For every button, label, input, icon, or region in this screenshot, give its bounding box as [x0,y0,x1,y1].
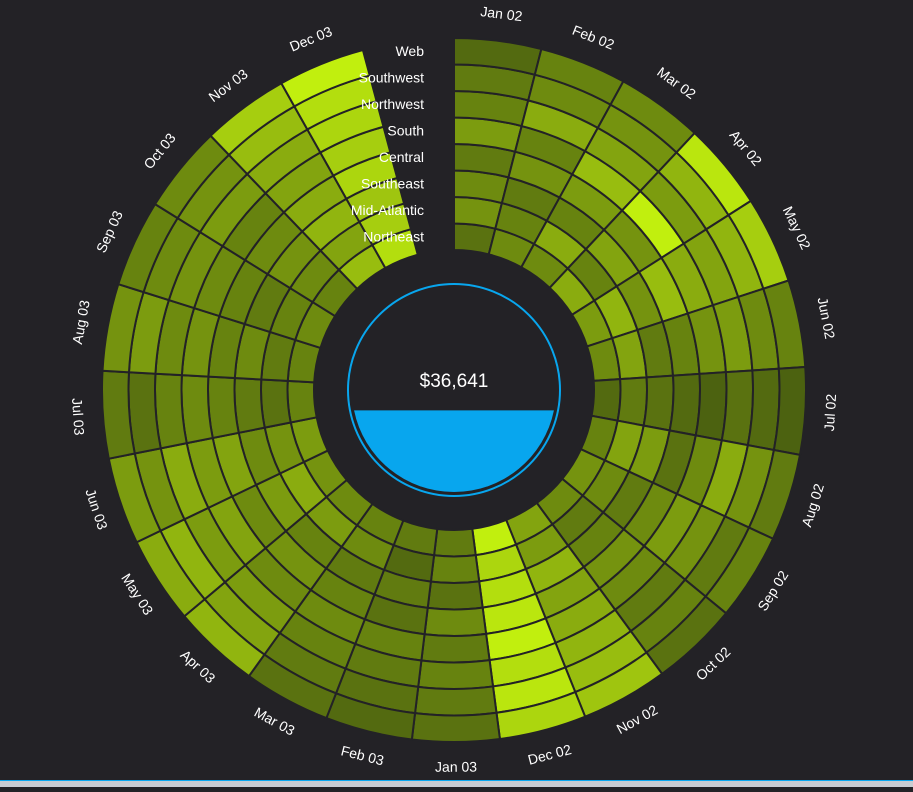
heat-cell[interactable] [410,711,502,743]
heat-cell[interactable] [207,375,240,440]
heat-cell[interactable] [429,553,481,584]
heat-cell[interactable] [772,365,807,457]
heat-cell[interactable] [432,527,477,558]
month-label: Jun 03 [82,487,111,532]
region-labels: Web Southwest Northwest South Central Southea… [351,43,424,245]
heat-cell[interactable] [180,374,214,445]
month-label: Apr 02 [727,127,766,169]
heat-cell[interactable] [420,632,491,664]
month-label: Sep 02 [754,567,791,613]
heat-cell[interactable] [423,606,488,637]
region-label: Northwest [361,96,424,112]
region-label: Web [395,43,424,59]
month-label: Feb 02 [570,22,617,53]
month-label: Jan 03 [435,759,477,775]
heat-cell[interactable] [746,367,781,452]
heat-cell[interactable] [590,378,622,422]
heat-cell[interactable] [260,378,292,429]
gauge-fill [354,410,554,493]
heat-cell[interactable] [720,369,754,447]
total-value-label: $36,641 [420,371,489,392]
region-label: Southwest [359,69,424,85]
region-label: Mid-Atlantic [351,202,424,218]
region-label: South [387,122,424,138]
month-label: Jan 02 [480,3,524,24]
heat-cell[interactable] [154,372,188,450]
month-label: Feb 03 [339,742,385,768]
bottom-scrollbar-strip [0,780,913,787]
month-label: Dec 03 [287,23,334,55]
heat-cell[interactable] [426,580,484,611]
month-label: Nov 03 [205,66,250,105]
heat-cell[interactable] [413,685,498,717]
month-label: Aug 03 [69,299,93,346]
month-label: Apr 03 [177,646,218,686]
month-label: Aug 02 [798,481,827,528]
heatmap-cells [101,36,807,743]
month-label: Mar 03 [252,704,298,739]
month-label: Oct 03 [140,130,179,172]
month-label: May 03 [118,570,156,617]
month-label: Oct 02 [693,643,734,683]
region-label: Central [379,149,424,165]
month-label: Sep 03 [93,208,126,255]
month-label: Nov 02 [614,701,661,737]
heat-cell[interactable] [279,48,371,108]
heat-cell[interactable] [616,376,648,427]
heat-cell[interactable] [668,372,701,437]
heat-cell[interactable] [642,374,675,432]
region-label: Southeast [361,175,424,191]
total-gauge: $36,641 [347,283,561,497]
month-label: Jun 02 [815,296,839,341]
region-label: Northeast [363,228,424,244]
month-label: Jul 03 [69,397,88,436]
month-label: Jul 02 [821,393,839,431]
heat-cell[interactable] [286,379,318,424]
month-label: May 02 [780,204,814,253]
heat-cell[interactable] [233,376,266,434]
month-label: Dec 02 [526,741,573,768]
heat-cell[interactable] [417,659,495,690]
month-label: Mar 02 [654,64,699,103]
heat-cell[interactable] [694,371,728,442]
